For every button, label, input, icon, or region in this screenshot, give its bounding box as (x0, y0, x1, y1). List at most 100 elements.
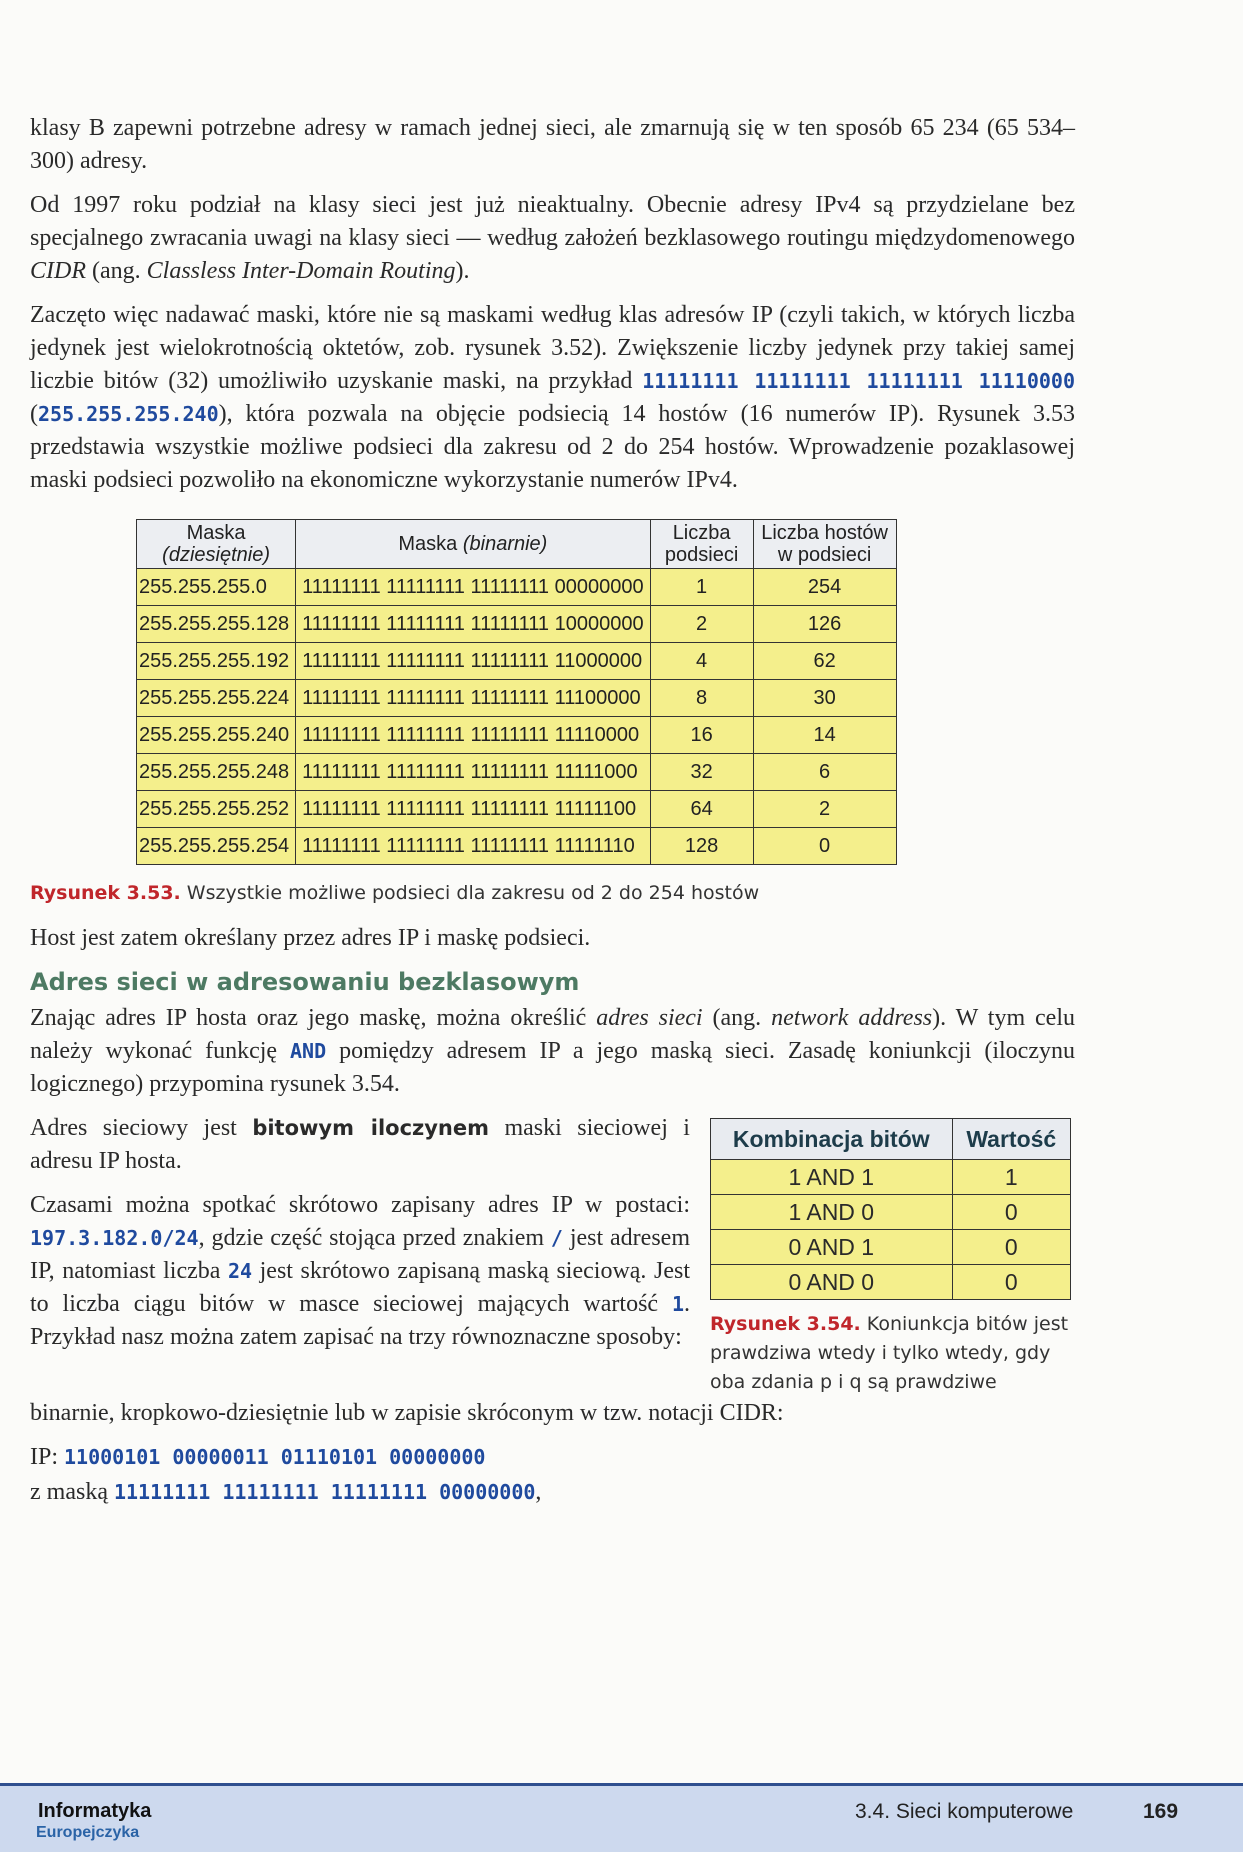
subnet-count-cell: 2 (649, 605, 754, 643)
header-text: Liczba hostów w podsieci (761, 522, 888, 566)
value-cell: 1 (951, 1159, 1072, 1195)
paragraph: z maską 11111111 11111111 11111111 00000… (30, 1476, 1075, 1509)
text: jest adresem IP, natomiast liczba (30, 1225, 690, 1284)
mask-binary-cell: 11111111 11111111 11111111 00000000 (295, 568, 651, 606)
text: binarnie, kropkowo-dziesiętnie lub w zap… (30, 1400, 784, 1426)
header-value: Wartość (951, 1118, 1072, 1160)
mask-decimal-cell: 255.255.255.224 (135, 679, 297, 717)
paragraph: Zaczęto więc nadawać maski, które nie są… (30, 299, 1075, 497)
text: Znając adres IP hosta oraz jego maskę, m… (30, 1005, 597, 1031)
mask-binary-cell: 11111111 11111111 11111111 11111110 (295, 827, 651, 865)
host-count-cell: 14 (752, 716, 897, 754)
brand-subtitle: Europejczyka (36, 1824, 140, 1841)
paragraph: Czasami można spotkać skrótowo zapisany … (30, 1189, 690, 1354)
text: (ang. (702, 1005, 772, 1031)
subnet-count-cell: 8 (649, 679, 754, 717)
text: Zaczęto więc nadawać maski, które nie są… (30, 302, 1075, 394)
italic-text: Classless Inter-Domain Routing (146, 258, 456, 284)
text: ), która pozwala na objęcie podsiecią 14… (30, 401, 1075, 493)
figure-caption-3-53: Rysunek 3.53. Wszystkie możliwe podsieci… (30, 879, 1075, 908)
host-count-cell: 126 (752, 605, 897, 643)
inline-code: 24 (227, 1259, 253, 1283)
inline-code: 11111111 11111111 11111111 11110000 (642, 369, 1075, 393)
table-row: 255.255.255.252 11111111 11111111 1111111… (135, 790, 897, 828)
combination-cell: 1 AND 0 (710, 1194, 953, 1230)
page-content: klasy B zapewni potrzebne adresy w ramac… (30, 112, 1075, 1509)
table-row: 255.255.255.254 11111111 11111111 1111111… (135, 827, 897, 865)
italic-text: network address (771, 1005, 933, 1031)
value-cell: 0 (951, 1194, 1072, 1230)
paragraph: Znając adres IP hosta oraz jego maskę, m… (30, 1002, 1075, 1101)
text: klasy B zapewni potrzebne adresy w ramac… (30, 115, 1075, 174)
mask-decimal-cell: 255.255.255.252 (135, 790, 297, 828)
text: Host jest zatem określany przez adres IP… (30, 925, 591, 951)
mask-decimal-cell: 255.255.255.248 (135, 753, 297, 791)
mask-binary-cell: 11111111 11111111 11111111 10000000 (295, 605, 651, 643)
mask-decimal-cell: 255.255.255.254 (135, 827, 297, 865)
host-count-cell: 254 (752, 568, 897, 606)
left-column: Adres sieciowy jest bitowym iloczynem ma… (30, 1112, 690, 1365)
text: ( (30, 401, 38, 427)
caption-label: Rysunek 3.54. (710, 1313, 861, 1335)
host-count-cell: 62 (752, 642, 897, 680)
text: ). W tym celu należy wykonać funkcję (30, 1005, 1076, 1064)
inline-code: AND (290, 1039, 327, 1063)
subnet-mask-table: Maska (dziesiętnie) Maska (binarnie) Licz… (135, 519, 897, 865)
table-row: 255.255.255.224 11111111 11111111 1111111… (135, 679, 897, 717)
italic-text: CIDR (30, 258, 86, 284)
brand-title: Informatyka (38, 1800, 152, 1822)
text: jest skrótowo zapisaną maską sieciową. J… (30, 1258, 690, 1317)
header-bit-combination: Kombinacja bitów (710, 1118, 953, 1160)
subnet-count-cell: 4 (649, 642, 754, 680)
table-row: 255.255.255.128 11111111 11111111 1111111… (135, 605, 897, 643)
table-row: 255.255.255.248 11111111 11111111 1111111… (135, 753, 897, 791)
combination-cell: 0 AND 0 (710, 1264, 953, 1300)
page-number: 169 (1143, 1800, 1179, 1823)
header-subnet-count: Liczba podsieci (649, 519, 754, 569)
section-heading: Adres sieci w adresowaniu bezklasowym (30, 968, 580, 996)
paragraph: Host jest zatem określany przez adres IP… (30, 922, 1075, 955)
inline-code: 11111111 11111111 11111111 00000000 (113, 1480, 536, 1504)
header-text: (binarnie) (462, 533, 548, 555)
inline-code: 11000101 00000011 01110101 00000000 (64, 1445, 486, 1469)
combination-cell: 1 AND 1 (710, 1159, 953, 1195)
text: pomiędzy adresem IP a jego maską sieci. … (30, 1038, 1075, 1097)
text: , gdzie część stojąca przed znakiem (198, 1225, 551, 1251)
subnet-count-cell: 128 (649, 827, 754, 865)
header-mask-binary: Maska (binarnie) (295, 519, 651, 569)
header-mask-decimal: Maska (dziesiętnie) (135, 519, 297, 569)
value-cell: 0 (951, 1264, 1072, 1300)
caption-text: Wszystkie możliwe podsieci dla zakresu o… (180, 882, 760, 904)
inline-code: 255.255.255.240 (38, 402, 219, 426)
text: Adres sieciowy jest (30, 1115, 253, 1141)
text: maski sieciowej i adresu IP hosta. (30, 1115, 690, 1174)
header-text: (dziesiętnie) (162, 544, 270, 566)
mask-decimal-cell: 255.255.255.192 (135, 642, 297, 680)
text: IP: (30, 1444, 65, 1470)
subnet-count-cell: 64 (649, 790, 754, 828)
mask-decimal-cell: 255.255.255.128 (135, 605, 297, 643)
mask-binary-cell: 11111111 11111111 11111111 11100000 (295, 679, 651, 717)
subnet-count-cell: 16 (649, 716, 754, 754)
subnet-count-cell: 1 (649, 568, 754, 606)
text: z maską (30, 1479, 114, 1505)
section-name: 3.4. Sieci komputerowe (855, 1800, 1074, 1823)
mask-binary-cell: 11111111 11111111 11111111 11110000 (295, 716, 651, 754)
table-row: 255.255.255.240 11111111 11111111 1111111… (135, 716, 897, 754)
paragraph: klasy B zapewni potrzebne adresy w ramac… (30, 112, 1075, 178)
mask-binary-cell: 11111111 11111111 11111111 11000000 (295, 642, 651, 680)
paragraph: IP: 11000101 00000011 01110101 00000000 (30, 1441, 1075, 1474)
table-row: 255.255.255.0 11111111 11111111 11111111 … (135, 568, 897, 606)
paragraph: Od 1997 roku podział na klasy sieci jest… (30, 189, 1075, 288)
mask-decimal-cell: 255.255.255.240 (135, 716, 297, 754)
text: ). (455, 258, 470, 284)
paragraph: Adres sieciowy jest bitowym iloczynem ma… (30, 1112, 690, 1178)
table-row: 255.255.255.192 11111111 11111111 1111111… (135, 642, 897, 680)
page-footer: Informatyka Europejczyka 3.4. Sieci komp… (0, 1783, 1243, 1852)
